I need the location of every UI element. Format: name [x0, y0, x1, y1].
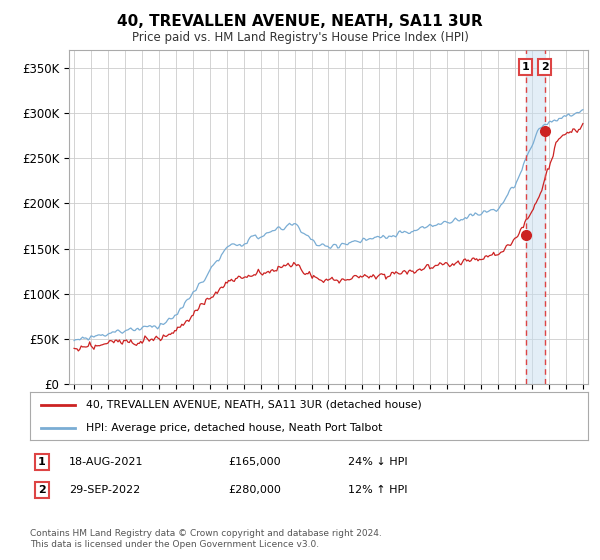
Text: Price paid vs. HM Land Registry's House Price Index (HPI): Price paid vs. HM Land Registry's House … [131, 31, 469, 44]
Text: 40, TREVALLEN AVENUE, NEATH, SA11 3UR: 40, TREVALLEN AVENUE, NEATH, SA11 3UR [117, 14, 483, 29]
Text: £165,000: £165,000 [228, 457, 281, 467]
Text: Contains HM Land Registry data © Crown copyright and database right 2024.
This d: Contains HM Land Registry data © Crown c… [30, 529, 382, 549]
Text: 2: 2 [541, 62, 548, 72]
Text: 40, TREVALLEN AVENUE, NEATH, SA11 3UR (detached house): 40, TREVALLEN AVENUE, NEATH, SA11 3UR (d… [86, 400, 422, 410]
Text: 12% ↑ HPI: 12% ↑ HPI [348, 485, 407, 495]
Text: 1: 1 [38, 457, 46, 467]
Text: £280,000: £280,000 [228, 485, 281, 495]
Text: HPI: Average price, detached house, Neath Port Talbot: HPI: Average price, detached house, Neat… [86, 423, 382, 433]
Text: 1: 1 [522, 62, 530, 72]
Text: 29-SEP-2022: 29-SEP-2022 [69, 485, 140, 495]
Bar [526, 50, 545, 384]
Text: 18-AUG-2021: 18-AUG-2021 [69, 457, 143, 467]
Text: 2: 2 [38, 485, 46, 495]
Text: 24% ↓ HPI: 24% ↓ HPI [348, 457, 407, 467]
